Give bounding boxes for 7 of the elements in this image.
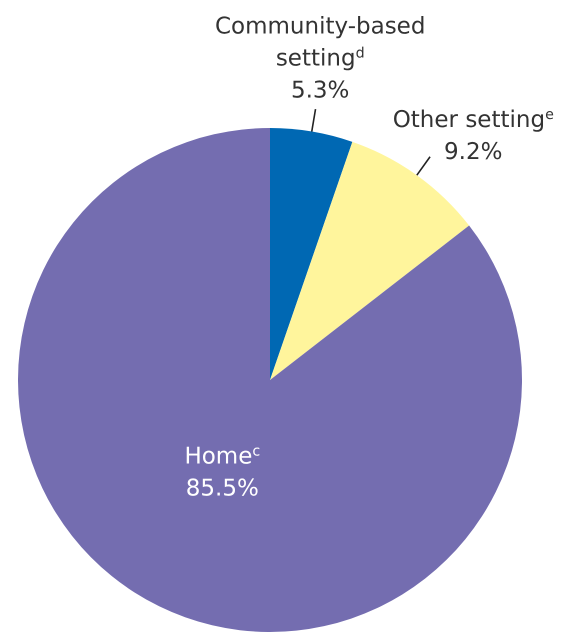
slice-label: Home$^{c}$ [184,444,260,470]
pie-slice [270,128,352,380]
slice-label: Community-based setting$^{d}$ [215,13,426,72]
slice-label: Other setting$^{e}$ [392,107,554,134]
data-label: 5.3% [291,77,350,104]
data-label: 9.2% [444,139,502,166]
data-label: 85.5% [186,476,259,502]
